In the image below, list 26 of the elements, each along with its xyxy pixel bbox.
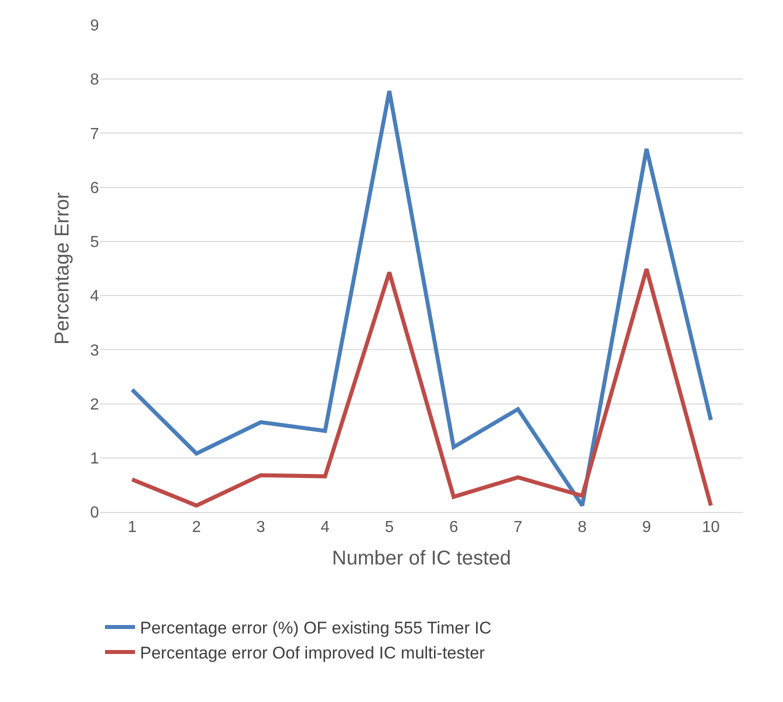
x-tick-label: 9 bbox=[642, 519, 652, 536]
x-tick-label: 8 bbox=[578, 519, 587, 536]
x-tick-label: 6 bbox=[449, 519, 458, 536]
legend-label: Percentage error Oof improved IC multi-tester bbox=[140, 644, 486, 663]
x-tick-label: 7 bbox=[513, 519, 522, 536]
y-tick-label: 7 bbox=[90, 126, 100, 143]
y-tick-label: 2 bbox=[90, 396, 100, 414]
y-tick-label: 0 bbox=[90, 504, 100, 522]
y-tick-label: 4 bbox=[90, 288, 100, 306]
x-axis-title: Number of IC tested bbox=[332, 548, 511, 570]
line-series bbox=[130, 267, 713, 508]
y-tick-label: 8 bbox=[90, 72, 100, 89]
x-tick-label: 3 bbox=[256, 519, 266, 536]
y-axis-title: Percentage Error bbox=[52, 192, 74, 345]
x-tick-label: 10 bbox=[702, 519, 720, 536]
y-tick-label: 5 bbox=[90, 234, 100, 252]
legend-label: Percentage error (%) OF existing 555 Timer IC bbox=[140, 618, 492, 638]
line-series bbox=[130, 89, 713, 508]
y-tick-label: 9 bbox=[90, 18, 100, 35]
x-tick-label: 5 bbox=[384, 519, 394, 536]
x-tick-label: 4 bbox=[320, 519, 330, 536]
y-tick-label: 6 bbox=[90, 180, 100, 197]
x-tick-label: 2 bbox=[192, 519, 201, 536]
y-tick-label: 3 bbox=[90, 342, 100, 360]
x-tick-label: 1 bbox=[128, 519, 137, 536]
y-tick-label: 1 bbox=[90, 450, 100, 468]
